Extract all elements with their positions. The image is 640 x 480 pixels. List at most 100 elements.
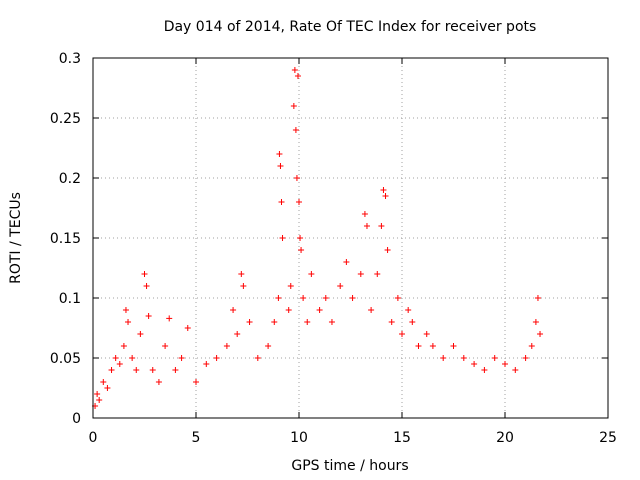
data-point [481,367,488,373]
data-point [316,307,323,313]
data-point [293,175,300,181]
data-point [278,199,285,205]
data-point [94,391,101,397]
x-tick-label: 15 [393,430,411,446]
data-point [223,343,230,349]
data-point [298,247,305,253]
data-point [141,271,148,277]
data-point [254,355,261,361]
data-point [399,331,405,337]
data-point [322,295,329,301]
data-point [343,259,350,265]
x-axis-label: GPS time / hours [291,458,408,474]
data-point [96,397,103,403]
data-point [405,307,412,313]
data-point [491,355,498,361]
data-point [349,295,356,301]
data-point [471,361,478,367]
x-tick-label: 5 [192,430,201,446]
data-point [213,355,220,361]
data-point [460,355,467,361]
plot-frame [92,57,609,419]
data-point [534,295,541,301]
data-point [125,319,132,325]
data-point [120,343,127,349]
grid-layer [93,58,608,418]
data-point [277,163,284,169]
y-tick-label: 0 [72,411,81,427]
data-point [357,271,364,277]
data-point [279,235,286,241]
x-tick-label: 20 [496,430,514,446]
y-tick-label: 0.15 [50,231,81,247]
data-point [100,379,107,385]
data-point [522,355,529,361]
data-point [143,283,150,289]
data-point [149,367,156,373]
data-point [122,307,129,313]
data-point [409,319,416,325]
data-point [502,361,508,367]
data-point [328,319,335,325]
data-point [384,247,391,253]
data-point [234,331,241,337]
data-point [145,313,152,319]
data-point [429,343,436,349]
data-point [290,103,297,109]
data-point [203,361,210,367]
y-tick-label: 0.3 [59,51,81,67]
data-point [512,367,519,373]
data-point [230,307,237,313]
data-point [178,355,185,361]
data-point [271,319,278,325]
chart-title: Day 014 of 2014, Rate Of TEC Index for r… [164,19,537,35]
data-point [104,385,111,391]
data-point [133,367,140,373]
data-point [394,295,401,301]
data-point [292,127,299,133]
y-tick-label: 0.05 [50,351,81,367]
y-tick-label: 0.25 [50,111,81,127]
data-point [276,151,283,157]
data-point [240,283,247,289]
data-point [265,343,272,349]
x-tick-label: 0 [89,430,98,446]
data-point [116,361,123,367]
data-point [423,331,430,337]
data-point [528,343,535,349]
data-point [380,187,387,193]
data-point [374,271,381,277]
data-point [166,315,173,322]
data-point [450,343,457,349]
data-point [112,355,119,361]
data-point [162,343,169,349]
data-point [537,331,544,337]
data-point [415,343,422,349]
y-tick-label: 0.2 [59,171,81,187]
data-point [184,325,191,331]
ticks-layer: 0 5 10 15 20 25 0 0.05 0.1 0.15 0.2 0.25 0.3 [50,51,617,446]
data-point [304,319,311,325]
y-axis-label: ROTI / TECUs [8,192,24,284]
data-point [238,271,245,277]
data-point [532,319,539,325]
y-tick-label: 0.1 [59,291,81,307]
data-point [308,271,315,277]
data-point [275,295,282,301]
data-point [363,223,370,229]
data-point [337,283,344,289]
x-tick-label: 25 [599,430,617,446]
data-point [129,355,136,361]
data-point [440,355,447,361]
data-point [388,319,395,325]
data-point [361,211,368,217]
data-point [297,235,304,241]
data-point [368,307,375,313]
data-point [300,295,307,301]
data-point [172,367,179,373]
data-point [296,199,302,205]
data-point [291,67,298,73]
data-point [378,223,385,229]
